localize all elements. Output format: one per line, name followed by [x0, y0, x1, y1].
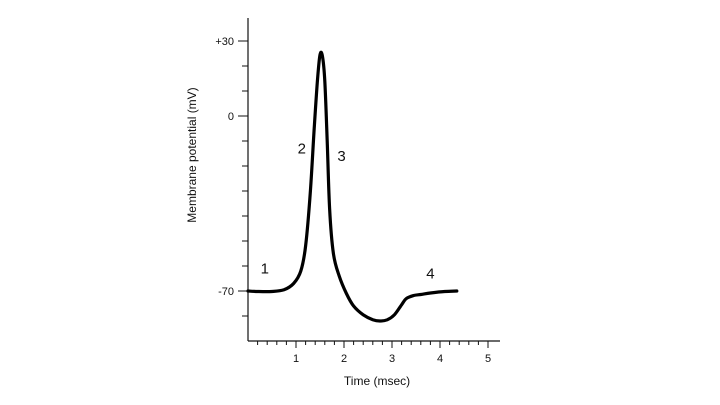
phase-annotations: 1 2 3 4 — [261, 141, 435, 283]
y-tick-label: -70 — [218, 286, 234, 298]
phase-label-1: 1 — [261, 261, 269, 278]
phase-label-2: 2 — [298, 141, 306, 158]
ticks — [238, 40, 489, 348]
x-tick-label: 5 — [485, 353, 491, 365]
x-tick-label: 2 — [341, 353, 347, 365]
phase-label-3: 3 — [337, 148, 345, 165]
membrane-potential-line — [246, 50, 459, 323]
x-tick-label: 1 — [293, 353, 299, 365]
y-tick-label: +30 — [215, 36, 234, 48]
x-tick-label: 3 — [389, 353, 395, 365]
y-axis-title: Membrane potential (mV) — [185, 87, 199, 222]
x-tick-label: 4 — [437, 353, 443, 365]
y-tick-label: 0 — [228, 111, 234, 123]
x-axis-title: Time (msec) — [344, 374, 410, 388]
phase-label-4: 4 — [426, 266, 434, 283]
tick-labels: 1 2 3 4 5 +30 0 -70 — [215, 36, 491, 365]
axes — [247, 18, 500, 342]
